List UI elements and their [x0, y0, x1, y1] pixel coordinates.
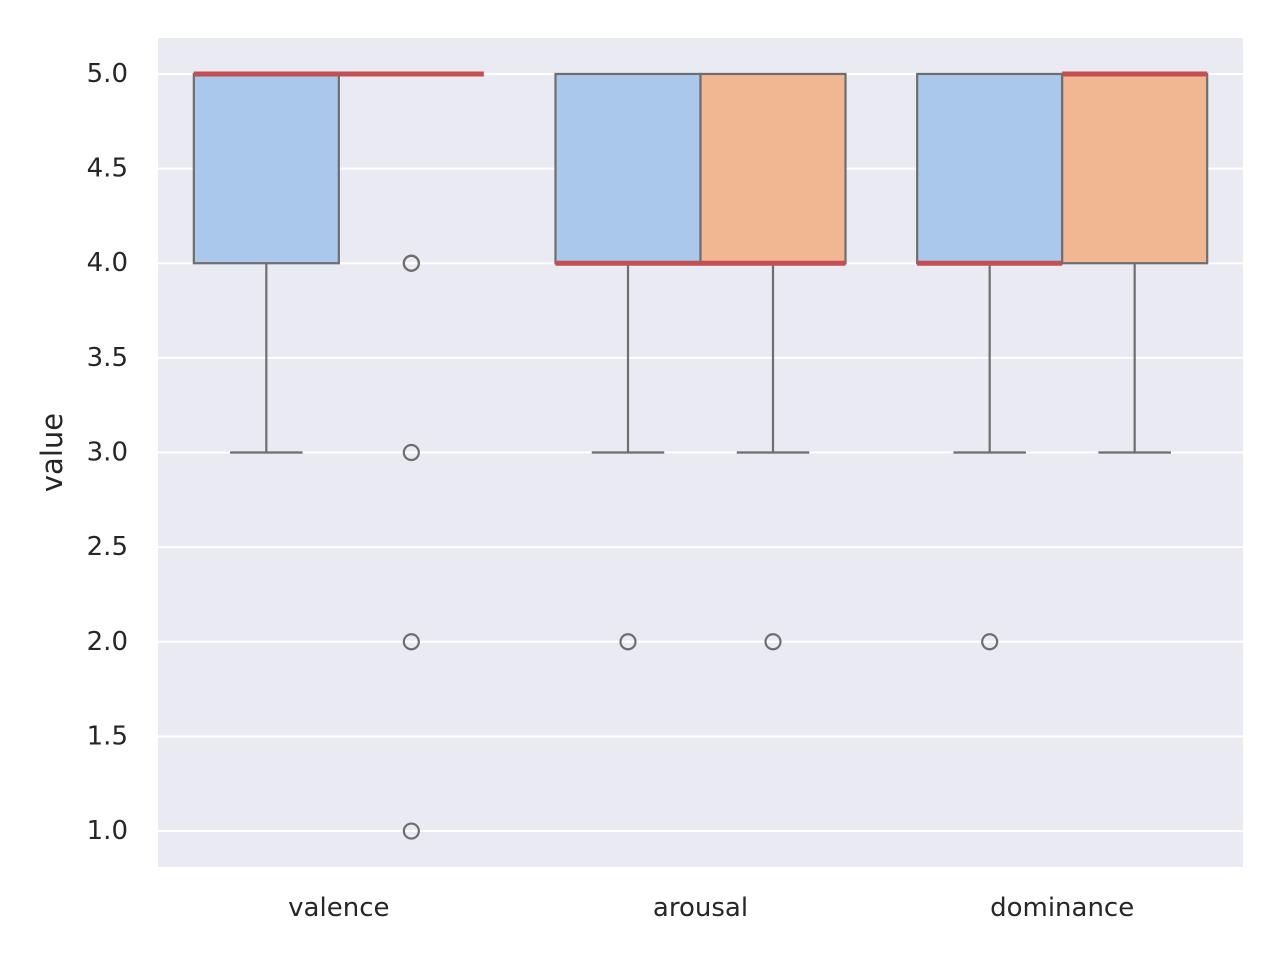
y-tick-label: 4.0 [87, 248, 128, 278]
y-tick-label: 2.0 [87, 627, 128, 657]
box-group [916, 72, 1064, 651]
x-tick-label: valence [288, 893, 389, 923]
y-tick-labels: 1.0 1.5 2.0 2.5 3.0 3.5 4.0 4.5 5.0 [87, 59, 128, 846]
box [916, 72, 1064, 265]
y-tick-label: 4.5 [87, 154, 128, 184]
y-tick-label: 1.5 [87, 721, 128, 751]
box-group [554, 72, 702, 651]
box [699, 72, 847, 265]
box [554, 72, 702, 265]
x-tick-label: dominance [990, 893, 1134, 923]
outlier-point [402, 254, 420, 272]
y-tick-label: 2.5 [87, 532, 128, 562]
boxes [192, 71, 1209, 840]
x-tick-labels: valence arousal dominance [288, 893, 1134, 923]
box-group [192, 71, 340, 454]
box-group [338, 71, 484, 840]
y-tick-label: 3.5 [87, 343, 128, 373]
outlier-point [402, 633, 420, 651]
outlier-point [402, 822, 420, 840]
box [192, 72, 340, 265]
box-group [1061, 71, 1209, 454]
y-tick-label: 1.0 [87, 816, 128, 846]
box [1061, 72, 1209, 265]
outlier-point [981, 633, 999, 651]
box-group [699, 72, 847, 651]
outlier-point [764, 633, 782, 651]
y-axis-label: value [35, 413, 69, 492]
y-tick-label: 5.0 [87, 59, 128, 89]
outlier-point [619, 633, 637, 651]
y-tick-label: 3.0 [87, 438, 128, 468]
x-tick-label: arousal [653, 893, 748, 923]
outlier-point [402, 443, 420, 462]
